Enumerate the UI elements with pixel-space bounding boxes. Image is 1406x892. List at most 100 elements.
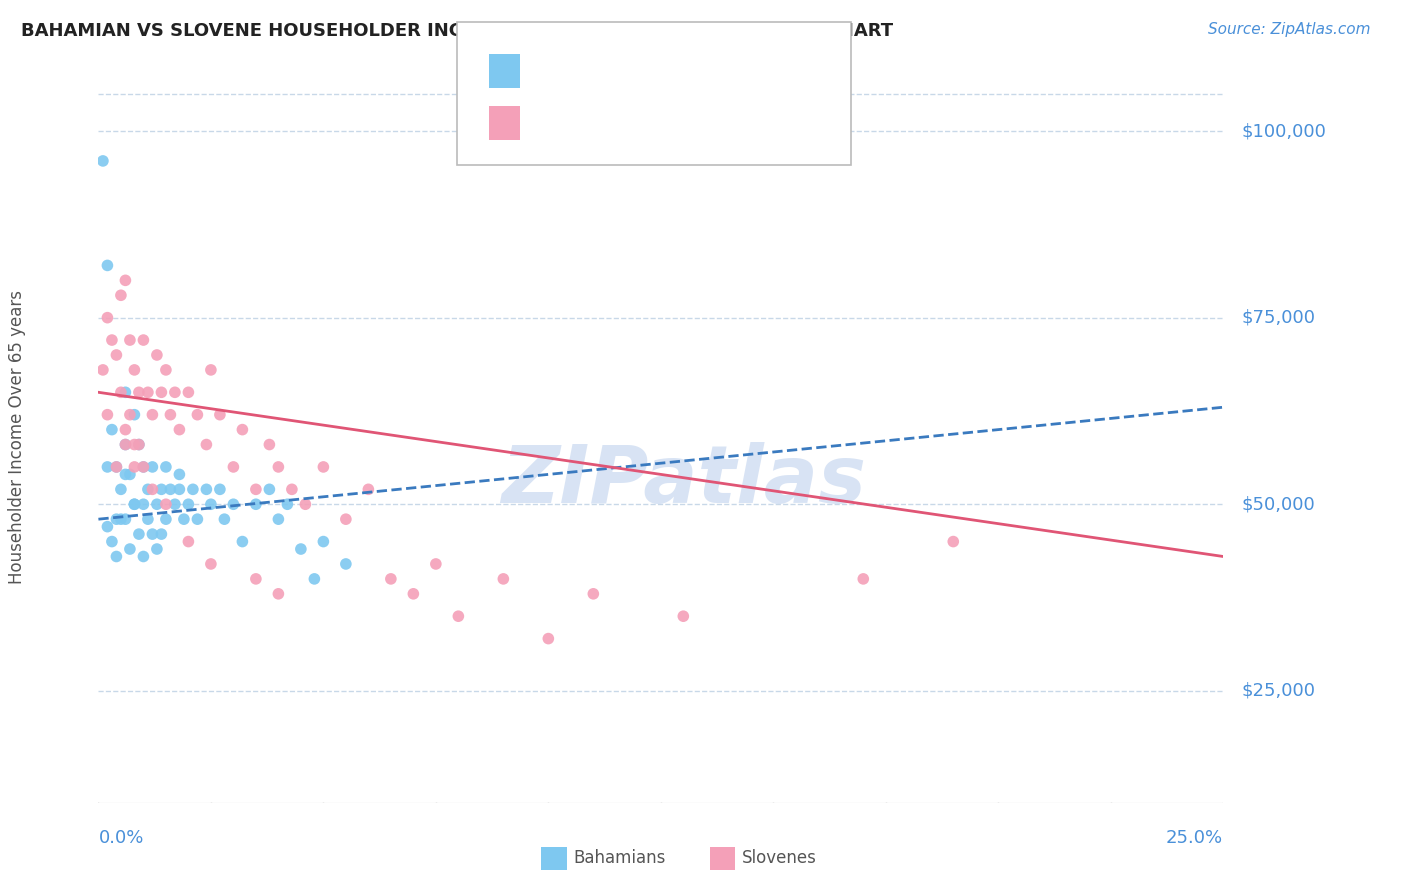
Point bbox=[118, 408, 141, 422]
Point bbox=[163, 497, 186, 511]
Text: $25,000: $25,000 bbox=[1241, 681, 1315, 700]
Point bbox=[146, 542, 169, 557]
Point bbox=[294, 497, 316, 511]
Point bbox=[155, 497, 177, 511]
Point bbox=[96, 459, 118, 474]
Point bbox=[177, 534, 200, 549]
Point bbox=[118, 333, 141, 347]
Text: 0.0%: 0.0% bbox=[98, 829, 143, 847]
Point bbox=[110, 512, 132, 526]
Point bbox=[124, 459, 146, 474]
Point bbox=[132, 459, 155, 474]
Point bbox=[96, 310, 118, 325]
Point bbox=[402, 587, 425, 601]
Point bbox=[425, 557, 447, 571]
Point bbox=[110, 483, 132, 497]
Point bbox=[114, 437, 136, 451]
Point bbox=[124, 497, 146, 511]
Point bbox=[186, 512, 208, 526]
Point bbox=[141, 483, 163, 497]
Point bbox=[155, 512, 177, 526]
Point bbox=[276, 497, 298, 511]
Point bbox=[245, 572, 267, 586]
Point bbox=[128, 385, 150, 400]
Point bbox=[155, 363, 177, 377]
Point bbox=[208, 408, 231, 422]
Point bbox=[124, 437, 146, 451]
Point bbox=[96, 259, 118, 273]
Point bbox=[91, 363, 114, 377]
Point bbox=[186, 408, 208, 422]
Point bbox=[114, 467, 136, 482]
Point bbox=[169, 483, 191, 497]
Point bbox=[200, 363, 222, 377]
Point bbox=[200, 497, 222, 511]
Text: $100,000: $100,000 bbox=[1241, 122, 1326, 140]
Text: ZIPatlas: ZIPatlas bbox=[501, 442, 866, 520]
Text: R = -0.319   N = 60: R = -0.319 N = 60 bbox=[534, 114, 711, 132]
Point bbox=[447, 609, 470, 624]
Point bbox=[267, 459, 290, 474]
Point bbox=[150, 483, 173, 497]
Point bbox=[114, 385, 136, 400]
Point bbox=[128, 527, 150, 541]
Point bbox=[101, 423, 124, 437]
Point bbox=[163, 385, 186, 400]
Point bbox=[245, 497, 267, 511]
Point bbox=[128, 437, 150, 451]
Text: R =  0.061   N = 57: R = 0.061 N = 57 bbox=[534, 62, 710, 80]
Point bbox=[231, 534, 253, 549]
Point bbox=[132, 459, 155, 474]
Point bbox=[200, 557, 222, 571]
Point bbox=[105, 549, 128, 564]
Point bbox=[159, 483, 181, 497]
Point bbox=[335, 512, 357, 526]
Point bbox=[214, 512, 236, 526]
Point bbox=[195, 483, 218, 497]
Point bbox=[136, 483, 159, 497]
Point bbox=[118, 542, 141, 557]
Point bbox=[141, 459, 163, 474]
Point bbox=[150, 385, 173, 400]
Point bbox=[146, 497, 169, 511]
Point bbox=[942, 534, 965, 549]
Point bbox=[136, 512, 159, 526]
Point bbox=[312, 459, 335, 474]
Point bbox=[105, 512, 128, 526]
Point bbox=[146, 348, 169, 362]
Point bbox=[118, 467, 141, 482]
Point bbox=[136, 385, 159, 400]
Text: Slovenes: Slovenes bbox=[742, 849, 817, 867]
Point bbox=[159, 408, 181, 422]
Point bbox=[304, 572, 326, 586]
Text: 25.0%: 25.0% bbox=[1166, 829, 1223, 847]
Point bbox=[312, 534, 335, 549]
Point bbox=[195, 437, 218, 451]
Point bbox=[173, 512, 195, 526]
Text: Bahamians: Bahamians bbox=[574, 849, 666, 867]
Point bbox=[150, 527, 173, 541]
Point bbox=[852, 572, 875, 586]
Point bbox=[222, 459, 245, 474]
Point bbox=[380, 572, 402, 586]
Point bbox=[105, 348, 128, 362]
Point bbox=[177, 497, 200, 511]
Point bbox=[208, 483, 231, 497]
Point bbox=[105, 459, 128, 474]
Text: BAHAMIAN VS SLOVENE HOUSEHOLDER INCOME OVER 65 YEARS CORRELATION CHART: BAHAMIAN VS SLOVENE HOUSEHOLDER INCOME O… bbox=[21, 22, 893, 40]
Point bbox=[101, 534, 124, 549]
Point bbox=[231, 423, 253, 437]
Point bbox=[114, 512, 136, 526]
Point bbox=[124, 497, 146, 511]
Point bbox=[96, 408, 118, 422]
Point bbox=[245, 483, 267, 497]
Point bbox=[101, 333, 124, 347]
Point bbox=[222, 497, 245, 511]
Point bbox=[267, 587, 290, 601]
Point bbox=[169, 423, 191, 437]
Point bbox=[114, 423, 136, 437]
Point bbox=[132, 549, 155, 564]
Point bbox=[141, 408, 163, 422]
Point bbox=[335, 557, 357, 571]
Point bbox=[155, 459, 177, 474]
